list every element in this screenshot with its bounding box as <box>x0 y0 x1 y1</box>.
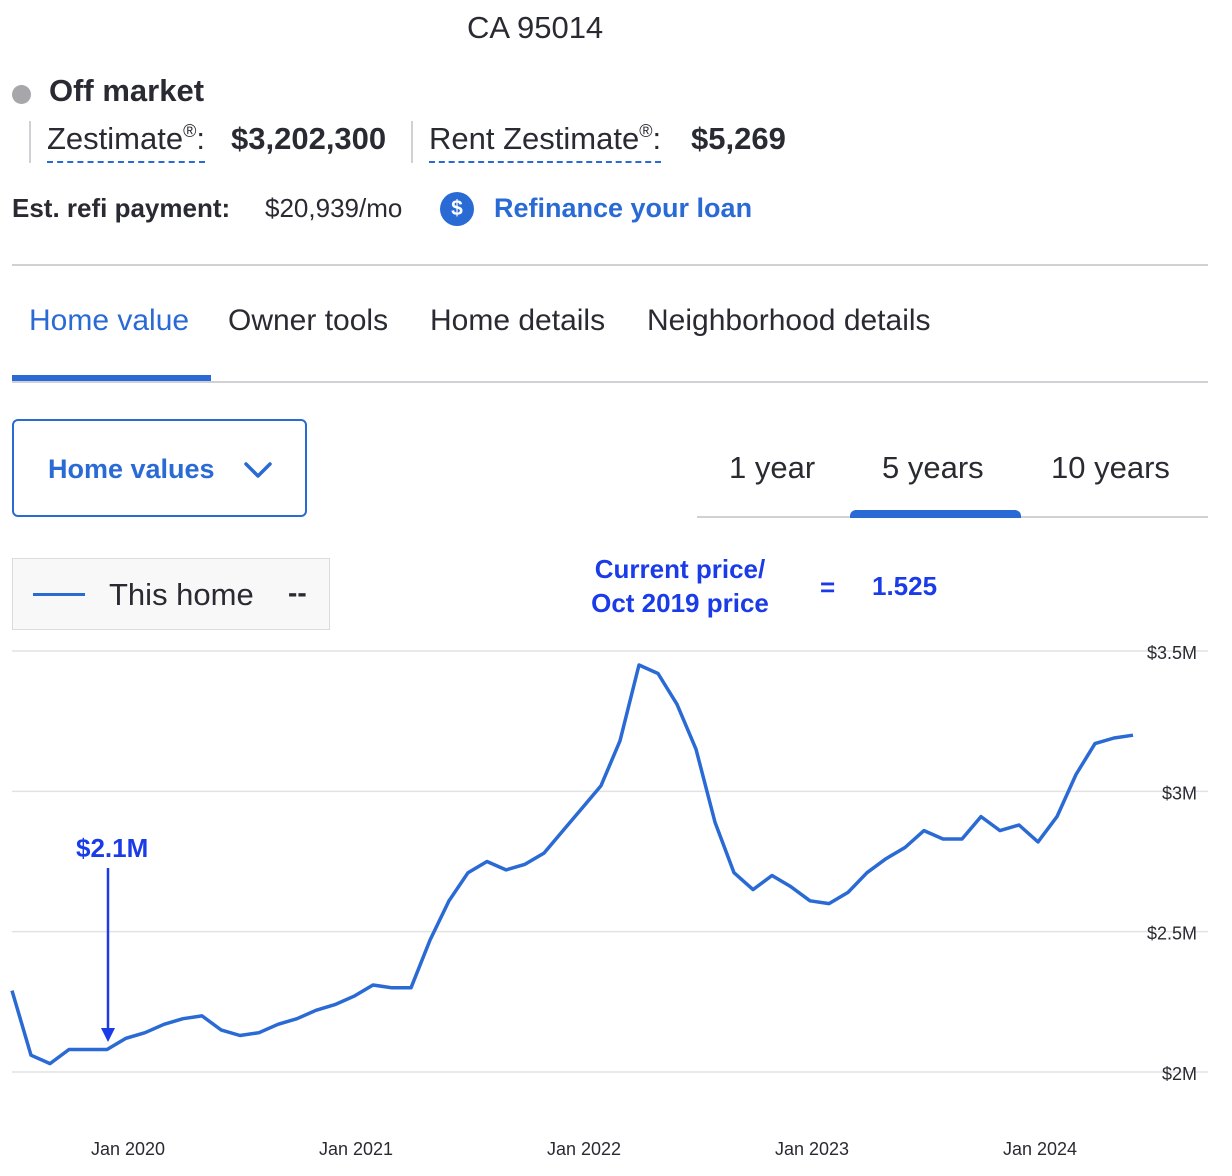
ratio-annotation-line1: Current price/ <box>594 554 766 584</box>
range-5-years[interactable]: 5 years <box>882 450 984 485</box>
dollar-icon[interactable]: $ <box>440 192 474 226</box>
zestimate-label-text: Zestimate <box>47 121 184 156</box>
tab-home-details[interactable]: Home details <box>430 304 606 337</box>
rent-zestimate-colon: : <box>652 121 662 156</box>
status-dot-icon <box>12 85 31 104</box>
rent-zestimate-divider <box>411 121 413 163</box>
series-line-this-home <box>10 663 1134 1066</box>
section-divider <box>12 264 1208 266</box>
legend-series-value: -- <box>288 577 307 608</box>
rent-zestimate-label-text: Rent Zestimate <box>429 121 640 156</box>
tab-neighborhood-details[interactable]: Neighborhood details <box>647 304 931 337</box>
rent-zestimate-value: $5,269 <box>691 121 786 156</box>
ratio-annotation-line2: Oct 2019 price <box>591 588 769 618</box>
x-tick-label: Jan 2022 <box>547 1139 621 1159</box>
range-1-year[interactable]: 1 year <box>729 450 816 485</box>
x-tick-label: Jan 2024 <box>1003 1139 1077 1159</box>
zestimate-label[interactable]: Zestimate®: <box>47 121 205 163</box>
active-tab-indicator <box>12 375 211 381</box>
rent-zestimate-label[interactable]: Rent Zestimate®: <box>429 121 662 163</box>
y-tick-label: $3.5M <box>1147 643 1197 663</box>
y-tick-label: $2M <box>1162 1064 1197 1084</box>
y-tick-label: $3M <box>1162 783 1197 803</box>
ratio-equals: = <box>820 572 836 602</box>
zestimate-value: $3,202,300 <box>231 121 387 156</box>
x-tick-label: Jan 2021 <box>319 1139 393 1159</box>
property-address: CA 95014 <box>467 10 604 45</box>
registered-mark: ® <box>639 121 653 141</box>
annotation-arrowhead <box>101 1028 115 1042</box>
chevron-down-icon <box>242 454 274 491</box>
chart-legend: This home -- <box>12 558 330 630</box>
legend-line-swatch <box>33 593 85 596</box>
refi-payment-value: $20,939/mo <box>265 193 403 223</box>
tab-owner-tools[interactable]: Owner tools <box>228 304 389 337</box>
active-range-indicator <box>850 510 1021 518</box>
x-tick-label: Jan 2020 <box>91 1139 165 1159</box>
range-10-years[interactable]: 10 years <box>1051 450 1170 485</box>
market-status: Off market <box>49 73 205 108</box>
home-values-dropdown[interactable]: Home values <box>12 419 307 517</box>
refinance-link[interactable]: Refinance your loan <box>494 193 753 223</box>
legend-series-name: This home <box>109 577 254 612</box>
y-tick-label: $2.5M <box>1147 924 1197 944</box>
arrow-annotation-label: $2.1M <box>76 833 149 863</box>
zestimate-colon: : <box>196 121 205 156</box>
tabs-divider <box>12 381 1208 383</box>
home-value-chart: $3.5M $3M $2.5M $2M Jan 2020 Jan 2021 Jan 2022… <box>10 643 1208 1159</box>
tab-home-value[interactable]: Home value <box>29 304 190 337</box>
registered-mark: ® <box>183 121 197 141</box>
dropdown-label: Home values <box>48 454 215 484</box>
zestimate-divider <box>29 121 31 163</box>
x-tick-label: Jan 2023 <box>775 1139 849 1159</box>
refi-payment-label: Est. refi payment: <box>12 193 231 223</box>
ratio-value: 1.525 <box>872 571 938 601</box>
